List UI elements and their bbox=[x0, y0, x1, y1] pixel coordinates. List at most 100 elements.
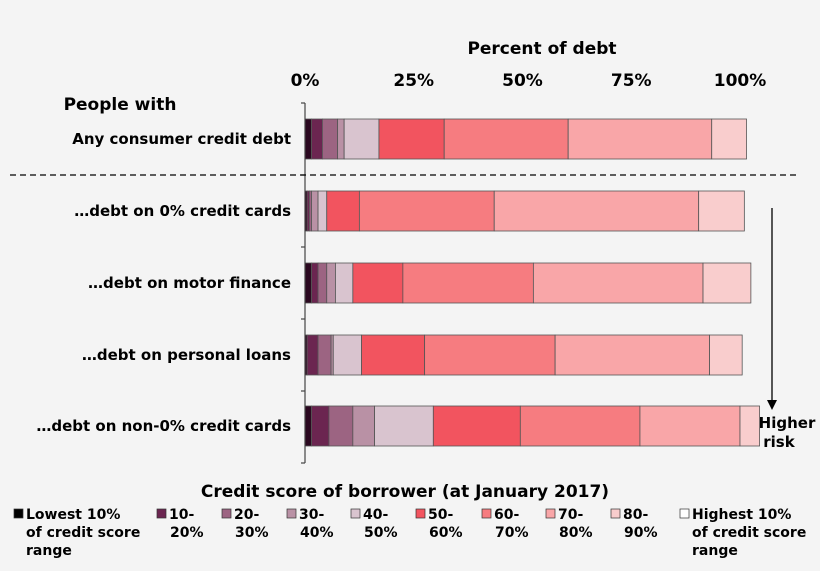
arrow-label-line-2: risk bbox=[763, 433, 795, 451]
legend-label: 20% bbox=[170, 525, 204, 541]
bar-segment bbox=[321, 118, 339, 160]
bar-segment bbox=[304, 262, 312, 304]
legend: Lowest 10%of credit scorerange10-20%20-3… bbox=[13, 507, 806, 559]
legend-item: 70-80% bbox=[545, 507, 593, 541]
bar-segment bbox=[739, 405, 760, 447]
bar-segment bbox=[443, 118, 569, 160]
row-label: …debt on motor finance bbox=[88, 274, 291, 292]
legend-label: of credit score bbox=[692, 525, 806, 541]
legend-label: 60% bbox=[429, 525, 463, 541]
bar-segment bbox=[358, 190, 495, 232]
legend-label: 90% bbox=[624, 525, 658, 541]
legend-label: 20- bbox=[234, 507, 259, 523]
row-label: Any consumer credit debt bbox=[72, 130, 291, 148]
bar-segment bbox=[335, 262, 354, 304]
legend-item: Highest 10% of credit score range bbox=[679, 507, 806, 559]
legend-title: Credit score of borrower (at January 201… bbox=[201, 482, 609, 502]
legend-swatch bbox=[286, 508, 297, 519]
legend-swatch bbox=[350, 508, 361, 519]
x-tick-label: 100% bbox=[714, 71, 767, 91]
bar-segment bbox=[698, 190, 745, 232]
bar-segment bbox=[378, 118, 445, 160]
legend-item: Lowest 10% of credit score range bbox=[13, 507, 140, 559]
bar-segment bbox=[326, 262, 336, 304]
legend-label: 50% bbox=[364, 525, 398, 541]
bar-segment bbox=[567, 118, 713, 160]
bar-segment bbox=[702, 262, 752, 304]
bar-segment bbox=[532, 262, 704, 304]
bar-segment bbox=[306, 334, 319, 376]
arrow-label-line-1: Higher bbox=[759, 414, 816, 432]
legend-item: 60-70% bbox=[481, 507, 529, 541]
bar-segment bbox=[304, 118, 312, 160]
row-header: People with bbox=[64, 95, 177, 115]
bar-segment bbox=[311, 190, 319, 232]
legend-swatch bbox=[156, 508, 167, 519]
legend-label: range bbox=[26, 543, 72, 559]
legend-swatch bbox=[545, 508, 556, 519]
bar-segment bbox=[332, 334, 362, 376]
legend-label: 30% bbox=[235, 525, 269, 541]
legend-label: range bbox=[692, 543, 738, 559]
legend-swatch bbox=[221, 508, 232, 519]
bar-segment bbox=[352, 405, 376, 447]
legend-label: 60- bbox=[494, 507, 519, 523]
bar-segment bbox=[361, 334, 426, 376]
legend-label: 70- bbox=[558, 507, 583, 523]
legend-label: 80- bbox=[623, 507, 648, 523]
bar-segment bbox=[317, 334, 332, 376]
higher-risk-arrow: Higher risk bbox=[759, 208, 816, 451]
bar-segment bbox=[311, 405, 330, 447]
legend-label: of credit score bbox=[26, 525, 140, 541]
legend-label: 10- bbox=[169, 507, 194, 523]
legend-label: 40% bbox=[300, 525, 334, 541]
bar-segment bbox=[432, 405, 521, 447]
bar-segment bbox=[709, 334, 743, 376]
legend-item: 80-90% bbox=[610, 507, 658, 541]
bar-segment bbox=[402, 262, 534, 304]
bar-segment bbox=[554, 334, 710, 376]
bar-segment bbox=[328, 405, 354, 447]
bar-segment bbox=[317, 190, 328, 232]
legend-label: Highest 10% bbox=[692, 507, 791, 523]
bar-segment bbox=[304, 405, 312, 447]
bar-segment bbox=[711, 118, 747, 160]
x-axis-ticks: 0% 25% 50% 75% 100% bbox=[291, 71, 767, 91]
bar-segment bbox=[326, 190, 360, 232]
legend-label: 80% bbox=[559, 525, 593, 541]
bar-segment bbox=[311, 118, 323, 160]
x-tick-label: 50% bbox=[502, 71, 543, 91]
x-tick-label: 0% bbox=[291, 71, 320, 91]
legend-item: 10-20% bbox=[156, 507, 204, 541]
legend-item: 50-60% bbox=[415, 507, 463, 541]
bar-segment bbox=[519, 405, 641, 447]
bar-segment bbox=[374, 405, 434, 447]
legend-swatch bbox=[481, 508, 492, 519]
bar-segment bbox=[311, 262, 319, 304]
legend-item: 20-30% bbox=[221, 507, 269, 541]
bar-segment bbox=[493, 190, 700, 232]
bar-segment bbox=[343, 118, 380, 160]
legend-item: 30-40% bbox=[286, 507, 334, 541]
row-label: …debt on 0% credit cards bbox=[74, 202, 291, 220]
bar-segment bbox=[424, 334, 556, 376]
legend-label: Lowest 10% bbox=[26, 507, 120, 523]
legend-label: 40- bbox=[363, 507, 388, 523]
legend-swatch bbox=[415, 508, 426, 519]
row-label: …debt on personal loans bbox=[82, 346, 291, 364]
x-tick-label: 25% bbox=[393, 71, 434, 91]
bar-segment bbox=[639, 405, 741, 447]
row-label: …debt on non-0% credit cards bbox=[36, 417, 291, 435]
row-labels: Any consumer credit debt …debt on 0% cred… bbox=[36, 130, 291, 435]
legend-swatch bbox=[679, 508, 690, 519]
legend-label: 50- bbox=[428, 507, 453, 523]
arrow-head-icon bbox=[767, 400, 777, 410]
bar-segment bbox=[337, 118, 345, 160]
x-tick-label: 75% bbox=[611, 71, 652, 91]
legend-swatch bbox=[13, 508, 24, 519]
legend-label: 70% bbox=[495, 525, 529, 541]
bar-segment bbox=[352, 262, 404, 304]
bars bbox=[301, 102, 760, 464]
legend-label: 30- bbox=[299, 507, 324, 523]
